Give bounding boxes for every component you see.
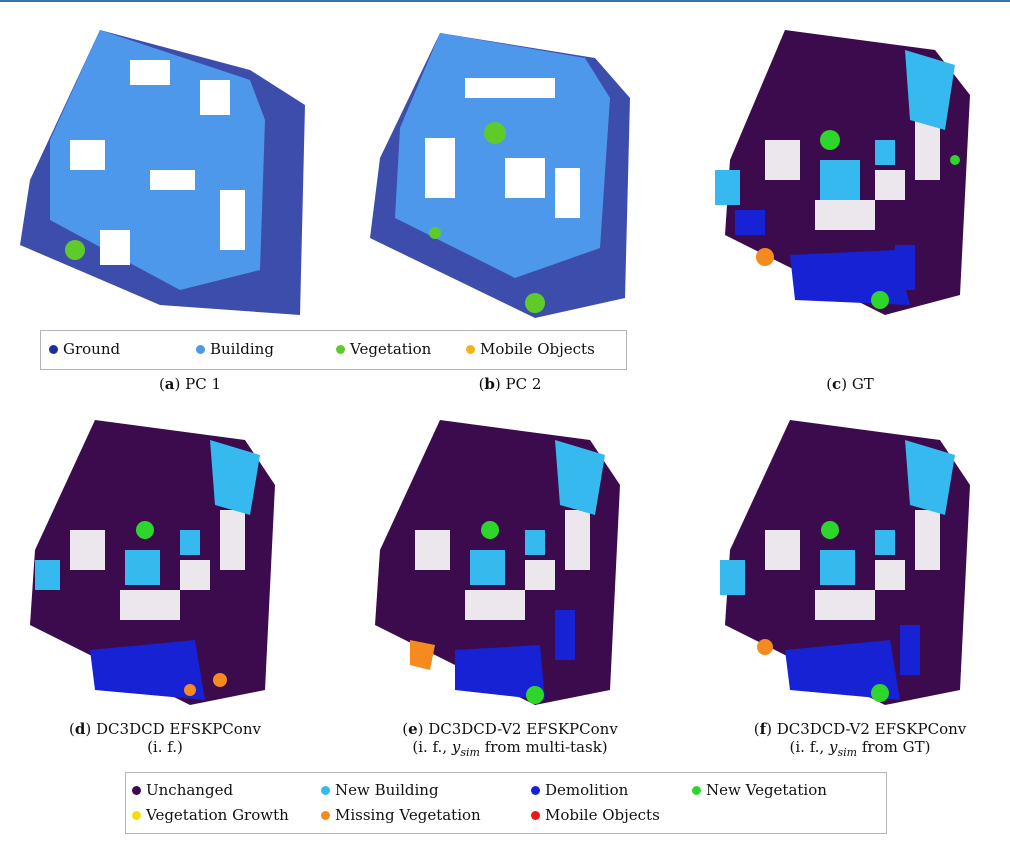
building-dot-icon: [196, 344, 205, 354]
caption-d: (d) DC3DCD EFSKPConv (i. f.): [69, 720, 261, 756]
legend-item-vegetation: Vegetation: [336, 340, 431, 358]
mobile-objects-dot-icon: [466, 344, 475, 354]
legend-item-building: Building: [196, 340, 274, 358]
new-vegetation-dot-icon: [692, 785, 701, 795]
legend-item-ground: Ground: [49, 340, 120, 358]
legend-label: Mobile Objects: [545, 806, 660, 824]
legend-item-mobile-objects: Mobile Objects: [531, 806, 660, 824]
new-building-dot-icon: [321, 785, 330, 795]
legend-label: Demolition: [545, 781, 629, 799]
legend-label: New Vegetation: [706, 781, 827, 799]
caption-b: (b) PC 2: [478, 375, 542, 393]
legend-label: Building: [210, 340, 274, 358]
demolition-dot-icon: [531, 785, 540, 795]
top-rule: [0, 0, 1010, 2]
caption-e: (e) DC3DCD-V2 EFSKPConv (i. f., ysim fro…: [402, 720, 618, 759]
legend-label: Vegetation: [350, 340, 432, 358]
unchanged-dot-icon: [132, 785, 141, 795]
caption-a: (a) PC 1: [158, 375, 222, 393]
caption-c: (c) GT: [826, 375, 874, 393]
ground-dot-icon: [49, 344, 58, 354]
point-cloud-pc2: [355, 18, 655, 318]
legend-label: Missing Vegetation: [335, 806, 481, 824]
point-cloud-result-d: [10, 410, 310, 710]
legend-item-unchanged: Unchanged: [132, 781, 233, 799]
point-cloud-gt: [705, 20, 1005, 320]
legend-label: Vegetation Growth: [146, 806, 289, 824]
point-cloud-result-e: [355, 410, 655, 710]
legend-item-vegetation-growth: Vegetation Growth: [132, 806, 289, 824]
point-cloud-pc1: [10, 20, 310, 320]
legend-item-new-vegetation: New Vegetation: [692, 781, 827, 799]
legend-item-demolition: Demolition: [531, 781, 628, 799]
legend-label: Unchanged: [146, 781, 234, 799]
caption-f: (f) DC3DCD-V2 EFSKPConv (i. f., ysim fro…: [753, 720, 967, 759]
legend-label: New Building: [335, 781, 439, 799]
legend-item-new-building: New Building: [321, 781, 439, 799]
missing-vegetation-dot-icon: [321, 810, 330, 820]
legend-item-mobile-objects: Mobile Objects: [466, 340, 595, 358]
legend-item-missing-vegetation: Missing Vegetation: [321, 806, 481, 824]
mobile-objects-dot-icon: [531, 810, 540, 820]
legend-label: Ground: [63, 340, 121, 358]
point-cloud-result-f: [705, 410, 1005, 710]
vegetation-dot-icon: [336, 344, 345, 354]
legend-input-classes: Ground Building Vegetation Mobile Object…: [40, 330, 627, 370]
legend-change-classes: Unchanged New Building Demolition New Ve…: [125, 772, 887, 834]
legend-label: Mobile Objects: [480, 340, 595, 358]
vegetation-growth-dot-icon: [132, 810, 141, 820]
